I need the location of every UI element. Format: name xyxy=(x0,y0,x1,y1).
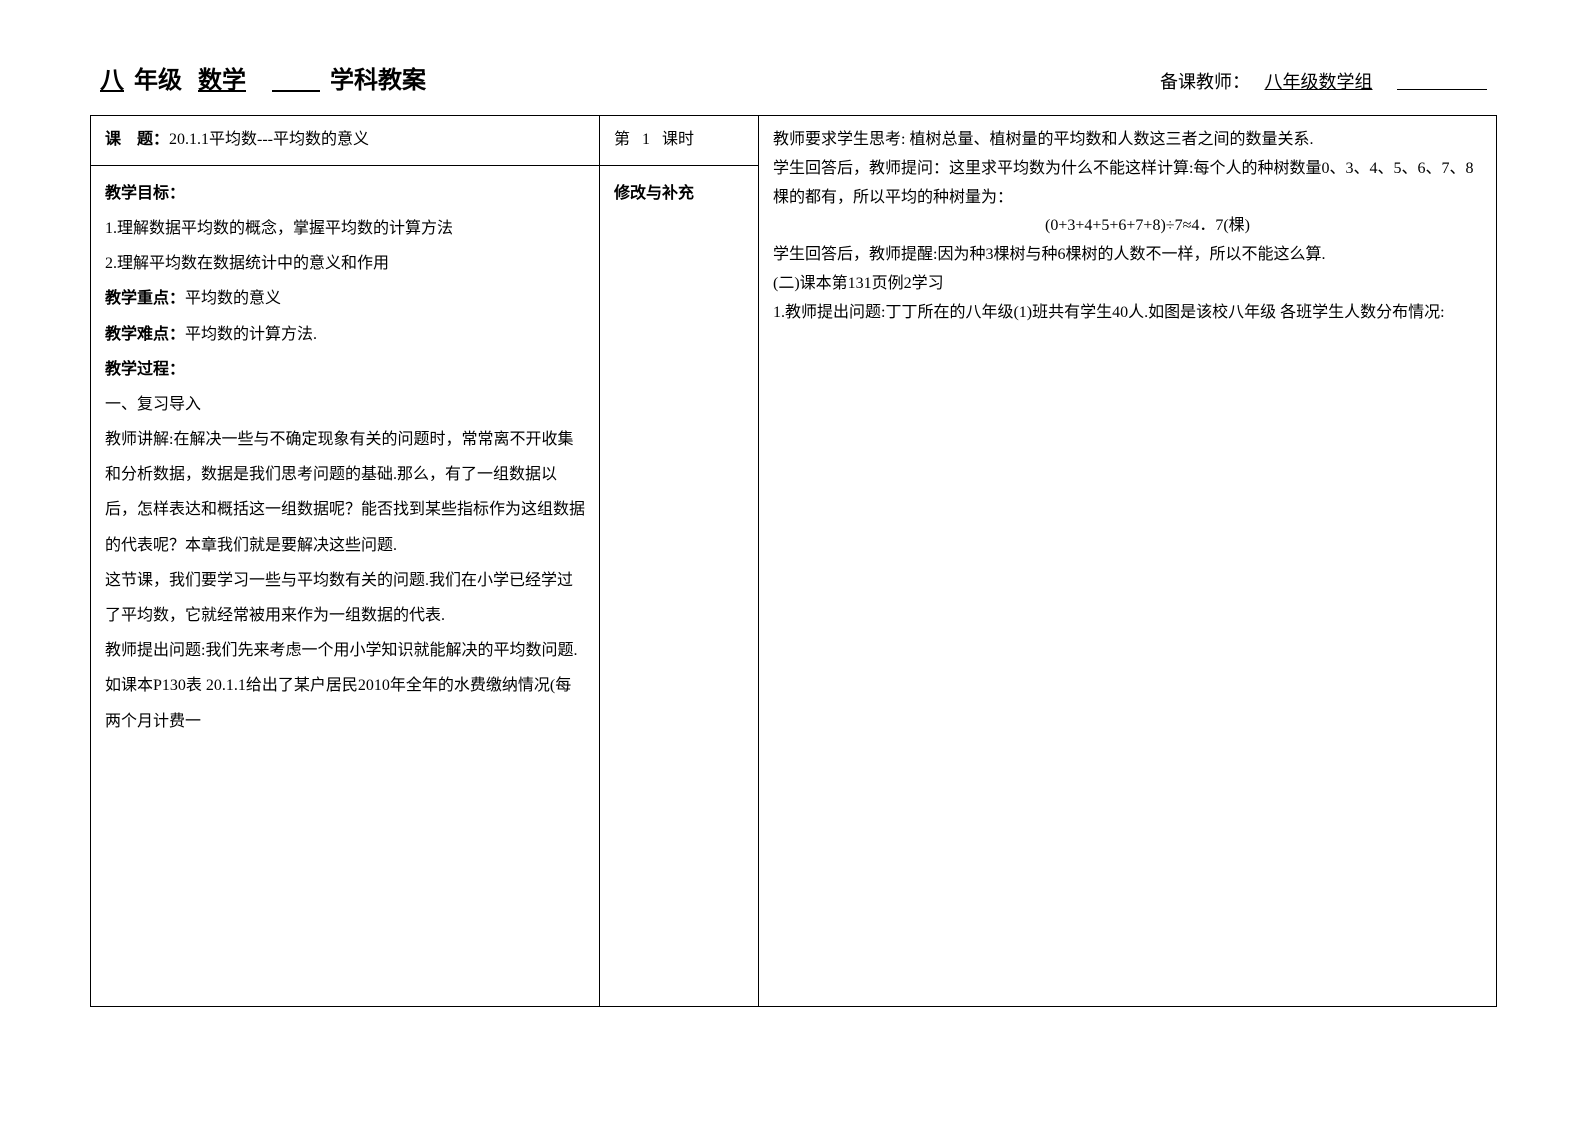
right-p2: 学生回答后，教师提问：这里求平均数为什么不能这样计算:每个人的种树数量0、3、4… xyxy=(773,155,1482,213)
subject-value: 数学 xyxy=(188,68,256,94)
section-1: 一、复习导入 xyxy=(105,387,585,422)
right-p1: 教师要求学生思考: 植树总量、植树量的平均数和人数这三者之间的数量关系. xyxy=(773,126,1482,155)
topic-cell: 课 题：20.1.1平均数---平均数的意义 xyxy=(91,116,600,166)
topic-row: 课 题：20.1.1平均数---平均数的意义 第 1 课时 教师要求学生思考: … xyxy=(91,116,1497,166)
lesson-table: 课 题：20.1.1平均数---平均数的意义 第 1 课时 教师要求学生思考: … xyxy=(90,115,1497,1007)
difficulty-line: 教学难点：平均数的计算方法. xyxy=(105,317,585,352)
goal-2: 2.理解平均数在数据统计中的意义和作用 xyxy=(105,246,585,281)
mid-column: 修改与补充 xyxy=(600,165,759,1006)
topic-value: 20.1.1平均数---平均数的意义 xyxy=(169,131,369,148)
teacher-label: 备课教师： xyxy=(1160,72,1250,92)
para-2: 这节课，我们要学习一些与平均数有关的问题.我们在小学已经学过了平均数，它就经常被… xyxy=(105,563,585,633)
right-p4: 学生回答后，教师提醒:因为种3棵树与种6棵树的人数不一样，所以不能这么算. xyxy=(773,241,1482,270)
focus-line: 教学重点：平均数的意义 xyxy=(105,281,585,316)
page-header: 八年级 数学 学科教案 备课教师： 八年级数学组 xyxy=(90,60,1497,95)
teacher-group: 八年级数学组 xyxy=(1255,72,1383,92)
right-p5: (二)课本第131页例2学习 xyxy=(773,270,1482,299)
right-formula: (0+3+4+5+6+7+8)÷7≈4．7(棵) xyxy=(773,212,1482,241)
blank-underline xyxy=(262,68,330,94)
title-right: 备课教师： 八年级数学组 xyxy=(1160,68,1497,94)
period-cell: 第 1 课时 xyxy=(600,116,759,166)
right-column: 教师要求学生思考: 植树总量、植树量的平均数和人数这三者之间的数量关系. 学生回… xyxy=(759,116,1497,1007)
left-column: 教学目标： 1.理解数据平均数的概念，掌握平均数的计算方法 2.理解平均数在数据… xyxy=(91,165,600,1006)
period-num: 1 xyxy=(642,131,650,148)
process-label: 教学过程： xyxy=(105,352,585,387)
difficulty-value: 平均数的计算方法. xyxy=(185,326,317,343)
teacher-trailing xyxy=(1387,72,1497,92)
focus-label: 教学重点： xyxy=(105,290,185,307)
goal-1: 1.理解数据平均数的概念，掌握平均数的计算方法 xyxy=(105,211,585,246)
right-p6: 1.教师提出问题:丁丁所在的八年级(1)班共有学生40人.如图是该校八年级 各班… xyxy=(773,299,1482,328)
para-1: 教师讲解:在解决一些与不确定现象有关的问题时，常常离不开收集和分析数据，数据是我… xyxy=(105,422,585,563)
grade-value: 八 xyxy=(90,68,134,94)
difficulty-label: 教学难点： xyxy=(105,326,185,343)
title-left: 八年级 数学 学科教案 xyxy=(90,60,426,95)
focus-value: 平均数的意义 xyxy=(185,290,281,307)
mid-label: 修改与补充 xyxy=(614,176,744,211)
period-suffix: 课时 xyxy=(662,131,694,148)
para-3: 教师提出问题:我们先来考虑一个用小学知识就能解决的平均数问题.如课本P130表 … xyxy=(105,633,585,739)
grade-suffix: 年级 xyxy=(134,68,182,94)
goals-label: 教学目标： xyxy=(105,176,585,211)
topic-label: 课 题： xyxy=(105,131,169,148)
period-prefix: 第 xyxy=(614,131,630,148)
doc-type: 学科教案 xyxy=(330,68,426,94)
